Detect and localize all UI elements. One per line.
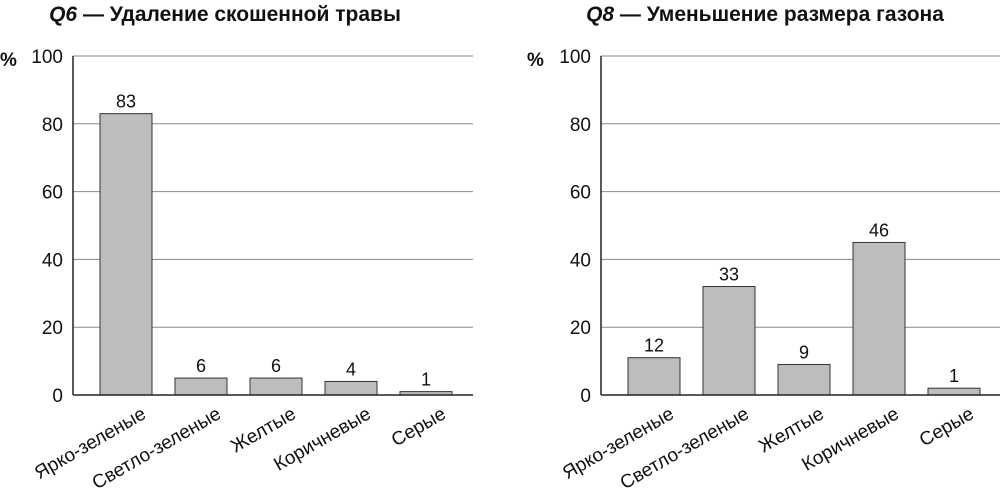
bar [325, 381, 377, 395]
y-unit-label: % [0, 50, 17, 71]
y-tick-label: 40 [570, 250, 591, 271]
data-label: 46 [869, 220, 889, 240]
chart-title-rest: — Удаление скошенной травы [77, 3, 401, 26]
chart-title-q: Q8 [586, 3, 614, 26]
category-label: Светло-зеленые [617, 403, 753, 492]
y-unit-label: % [527, 50, 544, 71]
chart-title-q: Q6 [49, 3, 77, 26]
chart-title: Q8 — Уменьшение размера газона [586, 3, 944, 26]
chart-title-rest: — Уменьшение размера газона [614, 3, 944, 26]
category-label: Серые [388, 403, 450, 451]
y-tick-label: 100 [559, 47, 591, 68]
data-label: 1 [421, 370, 431, 390]
chart-q8: Q8 — Уменьшение размера газона % 0 20 40 60… [527, 3, 1000, 492]
bar [175, 378, 227, 395]
chart-title: Q6 — Удаление скошенной травы [49, 3, 401, 26]
bar [628, 358, 680, 395]
y-tick-label: 20 [42, 318, 63, 339]
y-tick-label: 80 [42, 115, 63, 136]
plot-area: 02040608010083Ярко-зеленые6Светло-зелены… [31, 47, 473, 492]
plot-area: 02040608010012Ярко-зеленые33Светло-зелен… [559, 47, 1000, 492]
y-tick-label: 20 [570, 318, 591, 339]
bar [250, 378, 302, 395]
bar [928, 388, 980, 395]
y-tick-label: 40 [42, 250, 63, 271]
bar [100, 114, 152, 395]
data-label: 6 [271, 356, 281, 376]
y-tick-label: 100 [31, 47, 63, 68]
category-label: Светло-зеленые [89, 403, 225, 492]
y-tick-label: 0 [580, 386, 591, 407]
y-tick-label: 60 [570, 183, 591, 204]
bar [778, 364, 830, 395]
data-label: 12 [644, 336, 664, 356]
bar [853, 242, 905, 395]
chart-q6: Q6 — Удаление скошенной травы % 0 20 40 60 8… [0, 3, 473, 492]
data-label: 33 [719, 265, 739, 285]
data-label: 1 [949, 366, 959, 386]
data-label: 83 [116, 92, 136, 112]
y-tick-label: 0 [52, 386, 63, 407]
y-tick-label: 80 [570, 115, 591, 136]
data-label: 9 [799, 342, 809, 362]
category-label: Серые [916, 403, 978, 451]
data-label: 6 [196, 356, 206, 376]
y-tick-label: 60 [42, 183, 63, 204]
data-label: 4 [346, 359, 356, 379]
bar [703, 287, 755, 395]
